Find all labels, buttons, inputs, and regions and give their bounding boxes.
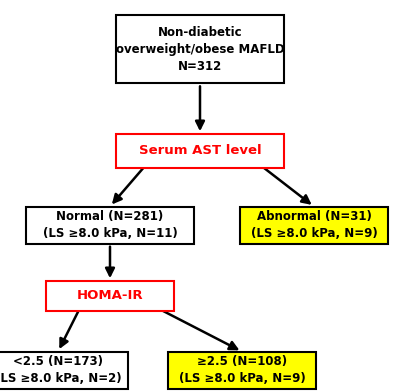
Text: Serum AST level: Serum AST level [139,144,261,158]
Text: HOMA-IR: HOMA-IR [77,289,143,303]
FancyBboxPatch shape [0,352,128,389]
FancyBboxPatch shape [26,207,194,244]
FancyBboxPatch shape [168,352,316,389]
FancyBboxPatch shape [116,15,284,83]
FancyBboxPatch shape [116,134,284,168]
Text: ≥2.5 (N=108)
(LS ≥8.0 kPa, N=9): ≥2.5 (N=108) (LS ≥8.0 kPa, N=9) [179,356,305,385]
FancyBboxPatch shape [240,207,388,244]
FancyBboxPatch shape [46,281,174,310]
Text: Normal (N=281)
(LS ≥8.0 kPa, N=11): Normal (N=281) (LS ≥8.0 kPa, N=11) [43,211,177,240]
Text: <2.5 (N=173)
(LS ≥8.0 kPa, N=2): <2.5 (N=173) (LS ≥8.0 kPa, N=2) [0,356,121,385]
Text: Abnormal (N=31)
(LS ≥8.0 kPa, N=9): Abnormal (N=31) (LS ≥8.0 kPa, N=9) [251,211,377,240]
Text: Non-diabetic
overweight/obese MAFLD
N=312: Non-diabetic overweight/obese MAFLD N=31… [116,25,284,73]
